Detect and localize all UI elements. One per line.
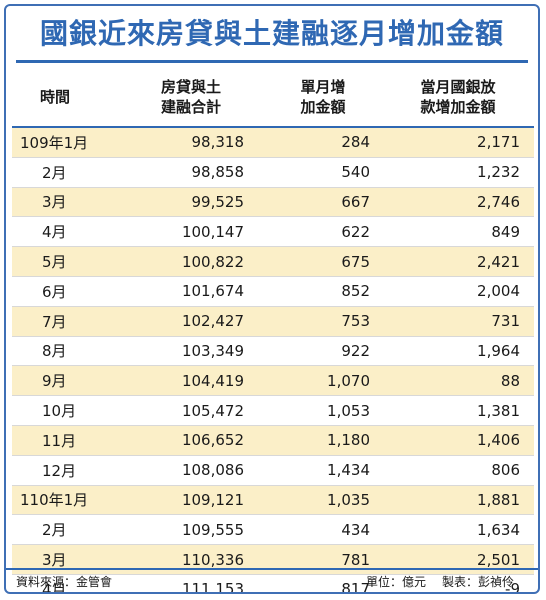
cell-monthly-increase: 540 [264, 157, 382, 188]
cell-period: 109年1月 [12, 127, 118, 158]
cell-bank-loan-increase: 2,004 [382, 276, 534, 307]
cell-bank-loan-increase: 88 [382, 365, 534, 397]
cell-bank-loan-increase: 1,406 [382, 425, 534, 456]
cell-bank-loan-increase: -9 [382, 574, 534, 592]
cell-period: 2月 [12, 157, 118, 188]
cell-period: 6月 [12, 276, 118, 307]
cell-monthly-increase: 622 [264, 216, 382, 248]
cell-bank-loan-increase: 1,881 [382, 485, 534, 516]
column-header-line: 房貸與土 [160, 78, 221, 96]
cell-total: 104,419 [118, 365, 264, 397]
cell-monthly-increase: 667 [264, 187, 382, 218]
cell-total: 109,555 [118, 514, 264, 546]
cell-period: 2月 [12, 514, 118, 546]
cell-period: 4月 [12, 216, 118, 248]
cell-bank-loan-increase: 2,421 [382, 246, 534, 277]
cell-monthly-increase: 284 [264, 127, 382, 158]
cell-total: 98,318 [118, 127, 264, 158]
table-row: 7月 102,427 753 731 [12, 306, 534, 337]
table-row: 9月 104,419 1,070 88 [12, 365, 534, 397]
cell-monthly-increase: 1,035 [264, 485, 382, 516]
cell-total: 105,472 [118, 395, 264, 426]
cell-total: 103,349 [118, 336, 264, 367]
cell-monthly-increase: 1,070 [264, 365, 382, 397]
cell-period: 9月 [12, 365, 118, 397]
column-header-line: 加金額 [300, 98, 346, 116]
cell-monthly-increase: 753 [264, 306, 382, 337]
table-row: 4月 111,153 817 -9 [12, 574, 534, 592]
cell-period: 10月 [12, 395, 118, 426]
cell-monthly-increase: 922 [264, 336, 382, 367]
footer: 資料來源：金管會 單位：億元 製表：彭禎伶 [6, 568, 538, 592]
cell-bank-loan-increase: 1,634 [382, 514, 534, 546]
table-row: 10月 105,472 1,053 1,381 [12, 395, 534, 426]
cell-total: 108,086 [118, 455, 264, 486]
table-row: 3月 99,525 667 2,746 [12, 187, 534, 218]
cell-period: 8月 [12, 336, 118, 367]
table-row: 2月 109,555 434 1,634 [12, 514, 534, 546]
table-row: 2月 98,858 540 1,232 [12, 157, 534, 188]
cell-total: 98,858 [118, 157, 264, 188]
cell-bank-loan-increase: 2,746 [382, 187, 534, 218]
table-row: 11月 106,652 1,180 1,406 [12, 425, 534, 456]
title-divider [16, 60, 528, 63]
column-header-line: 建融合計 [160, 98, 221, 116]
data-table: 時間 房貸與土 建融合計 單月增 加金額 當月國銀放 款增加金額 109年1月 9… [12, 68, 534, 592]
column-header-line: 時間 [40, 88, 71, 106]
cell-period: 5月 [12, 246, 118, 277]
header-row: 時間 房貸與土 建融合計 單月增 加金額 當月國銀放 款增加金額 [12, 68, 534, 128]
cell-bank-loan-increase: 806 [382, 455, 534, 486]
cell-bank-loan-increase: 1,232 [382, 157, 534, 188]
column-header-line: 單月增 [300, 78, 346, 96]
cell-period: 11月 [12, 425, 118, 456]
cell-total: 100,822 [118, 246, 264, 277]
cell-monthly-increase: 434 [264, 514, 382, 546]
table-body: 109年1月 98,318 284 2,171 2月 98,858 540 1,232 3月 99… [12, 127, 534, 592]
column-header-bank-loan-increase: 當月國銀放 款增加金額 [382, 68, 534, 128]
table-row: 109年1月 98,318 284 2,171 [12, 127, 534, 158]
table-title: 國銀近來房貸與土建融逐月增加金額 [39, 17, 504, 50]
table-row: 8月 103,349 922 1,964 [12, 336, 534, 367]
table-row: 4月 100,147 622 849 [12, 216, 534, 248]
column-header-line: 款增加金額 [420, 98, 496, 116]
credit-note: 製表：彭禎伶 [442, 575, 515, 589]
unit-note: 單位：億元 [366, 575, 427, 589]
cell-total: 109,121 [118, 485, 264, 516]
cell-monthly-increase: 817 [264, 574, 382, 592]
cell-period: 7月 [12, 306, 118, 337]
cell-period: 110年1月 [12, 485, 118, 516]
cell-total: 106,652 [118, 425, 264, 456]
cell-bank-loan-increase: 1,381 [382, 395, 534, 426]
source-note: 資料來源：金管會 [16, 575, 113, 589]
cell-monthly-increase: 675 [264, 246, 382, 277]
cell-period: 4月 [12, 574, 118, 592]
cell-bank-loan-increase: 1,964 [382, 336, 534, 367]
table-row: 110年1月 109,121 1,035 1,881 [12, 485, 534, 516]
cell-period: 3月 [12, 187, 118, 218]
cell-period: 12月 [12, 455, 118, 486]
cell-bank-loan-increase: 849 [382, 216, 534, 248]
cell-total: 102,427 [118, 306, 264, 337]
column-header-line: 當月國銀放 [420, 78, 496, 96]
table-row: 6月 101,674 852 2,004 [12, 276, 534, 307]
cell-monthly-increase: 1,180 [264, 425, 382, 456]
cell-total: 100,147 [118, 216, 264, 248]
cell-bank-loan-increase: 2,171 [382, 127, 534, 158]
table-row: 5月 100,822 675 2,421 [12, 246, 534, 277]
column-header-total: 房貸與土 建融合計 [118, 68, 264, 128]
cell-total: 99,525 [118, 187, 264, 218]
cell-monthly-increase: 1,053 [264, 395, 382, 426]
table-card: 國銀近來房貸與土建融逐月增加金額 時間 房貸與土 建融合計 單月增 加金額 當月… [4, 4, 540, 594]
table-row: 12月 108,086 1,434 806 [12, 455, 534, 486]
column-header-monthly-increase: 單月增 加金額 [264, 68, 382, 128]
cell-total: 101,674 [118, 276, 264, 307]
cell-total: 111,153 [118, 574, 264, 592]
cell-bank-loan-increase: 731 [382, 306, 534, 337]
cell-monthly-increase: 1,434 [264, 455, 382, 486]
column-header-period: 時間 [12, 68, 118, 128]
cell-monthly-increase: 852 [264, 276, 382, 307]
